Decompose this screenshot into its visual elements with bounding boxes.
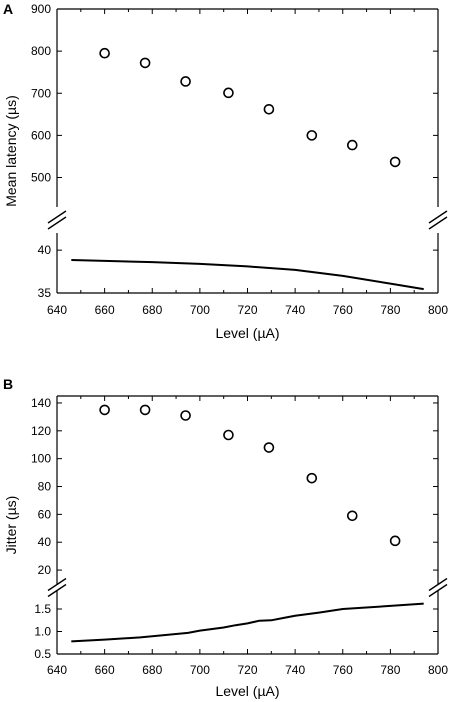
data-point <box>180 76 191 87</box>
x-tick-label: 720 <box>237 663 257 677</box>
x-tick-label: 740 <box>285 663 305 677</box>
x-tick-label: 660 <box>95 663 115 677</box>
axis-break-mark <box>428 216 448 230</box>
data-point <box>346 510 358 522</box>
axis-break-mark <box>47 577 67 592</box>
x-tick-label: 720 <box>237 303 257 317</box>
x-tick-label: 640 <box>47 303 67 317</box>
series-line <box>71 259 424 291</box>
y-axis-title: Jitter (µs) <box>3 496 19 555</box>
y-tick-label: 40 <box>38 535 52 549</box>
data-point <box>139 404 151 416</box>
x-axis-title: Level (µA) <box>215 325 279 341</box>
x-tick-label: 640 <box>47 663 67 677</box>
x-tick-label: 680 <box>142 663 162 677</box>
data-point <box>223 429 234 441</box>
data-point <box>263 442 275 453</box>
panel-a: A 640 660 680 700 720 740 760 780 800 500 600 700 800… <box>3 1 448 341</box>
y-tick-label: 800 <box>31 44 51 58</box>
y-tick-label: 120 <box>31 424 51 438</box>
x-tick-label: 800 <box>428 303 448 317</box>
axis-break-mark <box>47 210 67 224</box>
x-axis-title: Level (µA) <box>215 683 279 699</box>
x-tick-label: 760 <box>333 303 353 317</box>
y-axis-title: Mean latency (µs) <box>3 95 19 207</box>
data-point <box>346 139 358 151</box>
y-tick-label: 40 <box>38 243 52 257</box>
data-point <box>99 47 110 59</box>
panel-letter: B <box>3 376 13 392</box>
data-point <box>389 535 401 547</box>
y-tick-label: 60 <box>38 507 52 521</box>
x-tick-label: 800 <box>428 663 448 677</box>
axis-break-mark <box>428 210 448 224</box>
axis-break-mark <box>47 583 67 598</box>
y-tick-label: 600 <box>31 128 51 142</box>
y-tick-label: 80 <box>38 480 52 494</box>
data-point <box>223 87 234 99</box>
x-tick-label: 760 <box>333 663 353 677</box>
data-point <box>306 472 318 484</box>
axis-break-mark <box>428 583 448 598</box>
data-point <box>139 57 151 69</box>
data-point <box>99 404 110 416</box>
data-point <box>389 156 401 168</box>
y-tick-label: 100 <box>31 452 51 466</box>
axis-break-mark <box>428 577 448 592</box>
x-tick-label: 700 <box>190 663 210 677</box>
x-tick-label: 660 <box>95 303 115 317</box>
y-tick-label: 35 <box>38 286 52 300</box>
data-point <box>180 410 191 421</box>
x-tick-label: 780 <box>380 663 400 677</box>
y-tick-label: 500 <box>31 171 51 185</box>
x-tick-label: 700 <box>190 303 210 317</box>
x-tick-label: 780 <box>380 303 400 317</box>
data-point <box>306 130 318 141</box>
series-line <box>71 602 424 643</box>
y-tick-label: 0.5 <box>34 647 51 661</box>
y-tick-label: 140 <box>31 396 51 410</box>
y-tick-label: 900 <box>31 2 51 16</box>
x-tick-label: 680 <box>142 303 162 317</box>
y-tick-label: 1.5 <box>34 602 51 616</box>
y-tick-label: 1.0 <box>34 625 51 639</box>
y-tick-label: 20 <box>38 563 52 577</box>
x-tick-label: 740 <box>285 303 305 317</box>
panel-b: B 640 660 680 700 720 740 760 780 800 20 40 60 80 100 1… <box>3 376 448 699</box>
axis-break-mark <box>47 216 67 230</box>
panel-letter: A <box>3 1 13 17</box>
data-point <box>263 103 275 115</box>
y-tick-label: 700 <box>31 86 51 100</box>
